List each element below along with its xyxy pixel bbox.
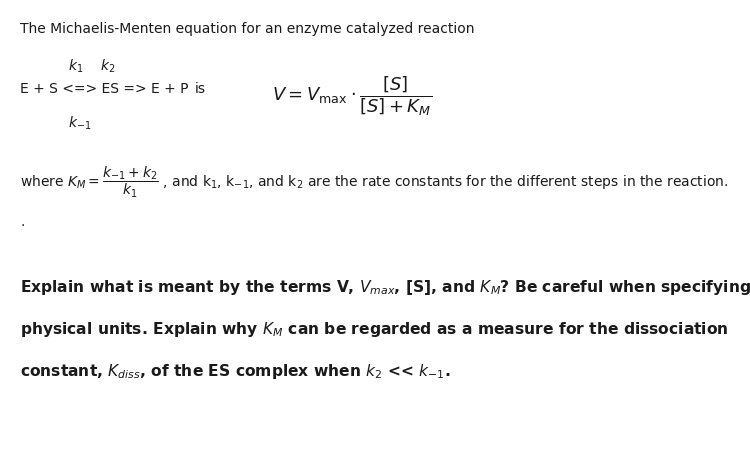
Text: is: is — [195, 82, 206, 96]
Text: .: . — [20, 215, 24, 229]
Text: E + S <=> ES => E + P: E + S <=> ES => E + P — [20, 82, 188, 96]
Text: $k_2$: $k_2$ — [100, 58, 116, 75]
Text: Explain what is meant by the terms V, $V_{max}$, [S], and $K_M$? Be careful when: Explain what is meant by the terms V, $V… — [20, 277, 750, 296]
Text: The Michaelis-Menten equation for an enzyme catalyzed reaction: The Michaelis-Menten equation for an enz… — [20, 22, 475, 36]
Text: where $K_M = \dfrac{k_{-1}+k_2}{k_1}$ , and k$_1$, k$_{-1}$, and k$_2$ are the r: where $K_M = \dfrac{k_{-1}+k_2}{k_1}$ , … — [20, 165, 728, 200]
Text: $k_1$: $k_1$ — [68, 58, 83, 75]
Text: $k_{-1}$: $k_{-1}$ — [68, 115, 92, 132]
Text: physical units. Explain why $K_M$ can be regarded as a measure for the dissociat: physical units. Explain why $K_M$ can be… — [20, 319, 729, 338]
Text: $V = V_{\mathrm{max}} \cdot \dfrac{[S]}{[S]+K_M}$: $V = V_{\mathrm{max}} \cdot \dfrac{[S]}{… — [272, 74, 432, 117]
Text: constant, $K_{diss}$, of the ES complex when $k_2$ << $k_{-1}$.: constant, $K_{diss}$, of the ES complex … — [20, 361, 451, 380]
